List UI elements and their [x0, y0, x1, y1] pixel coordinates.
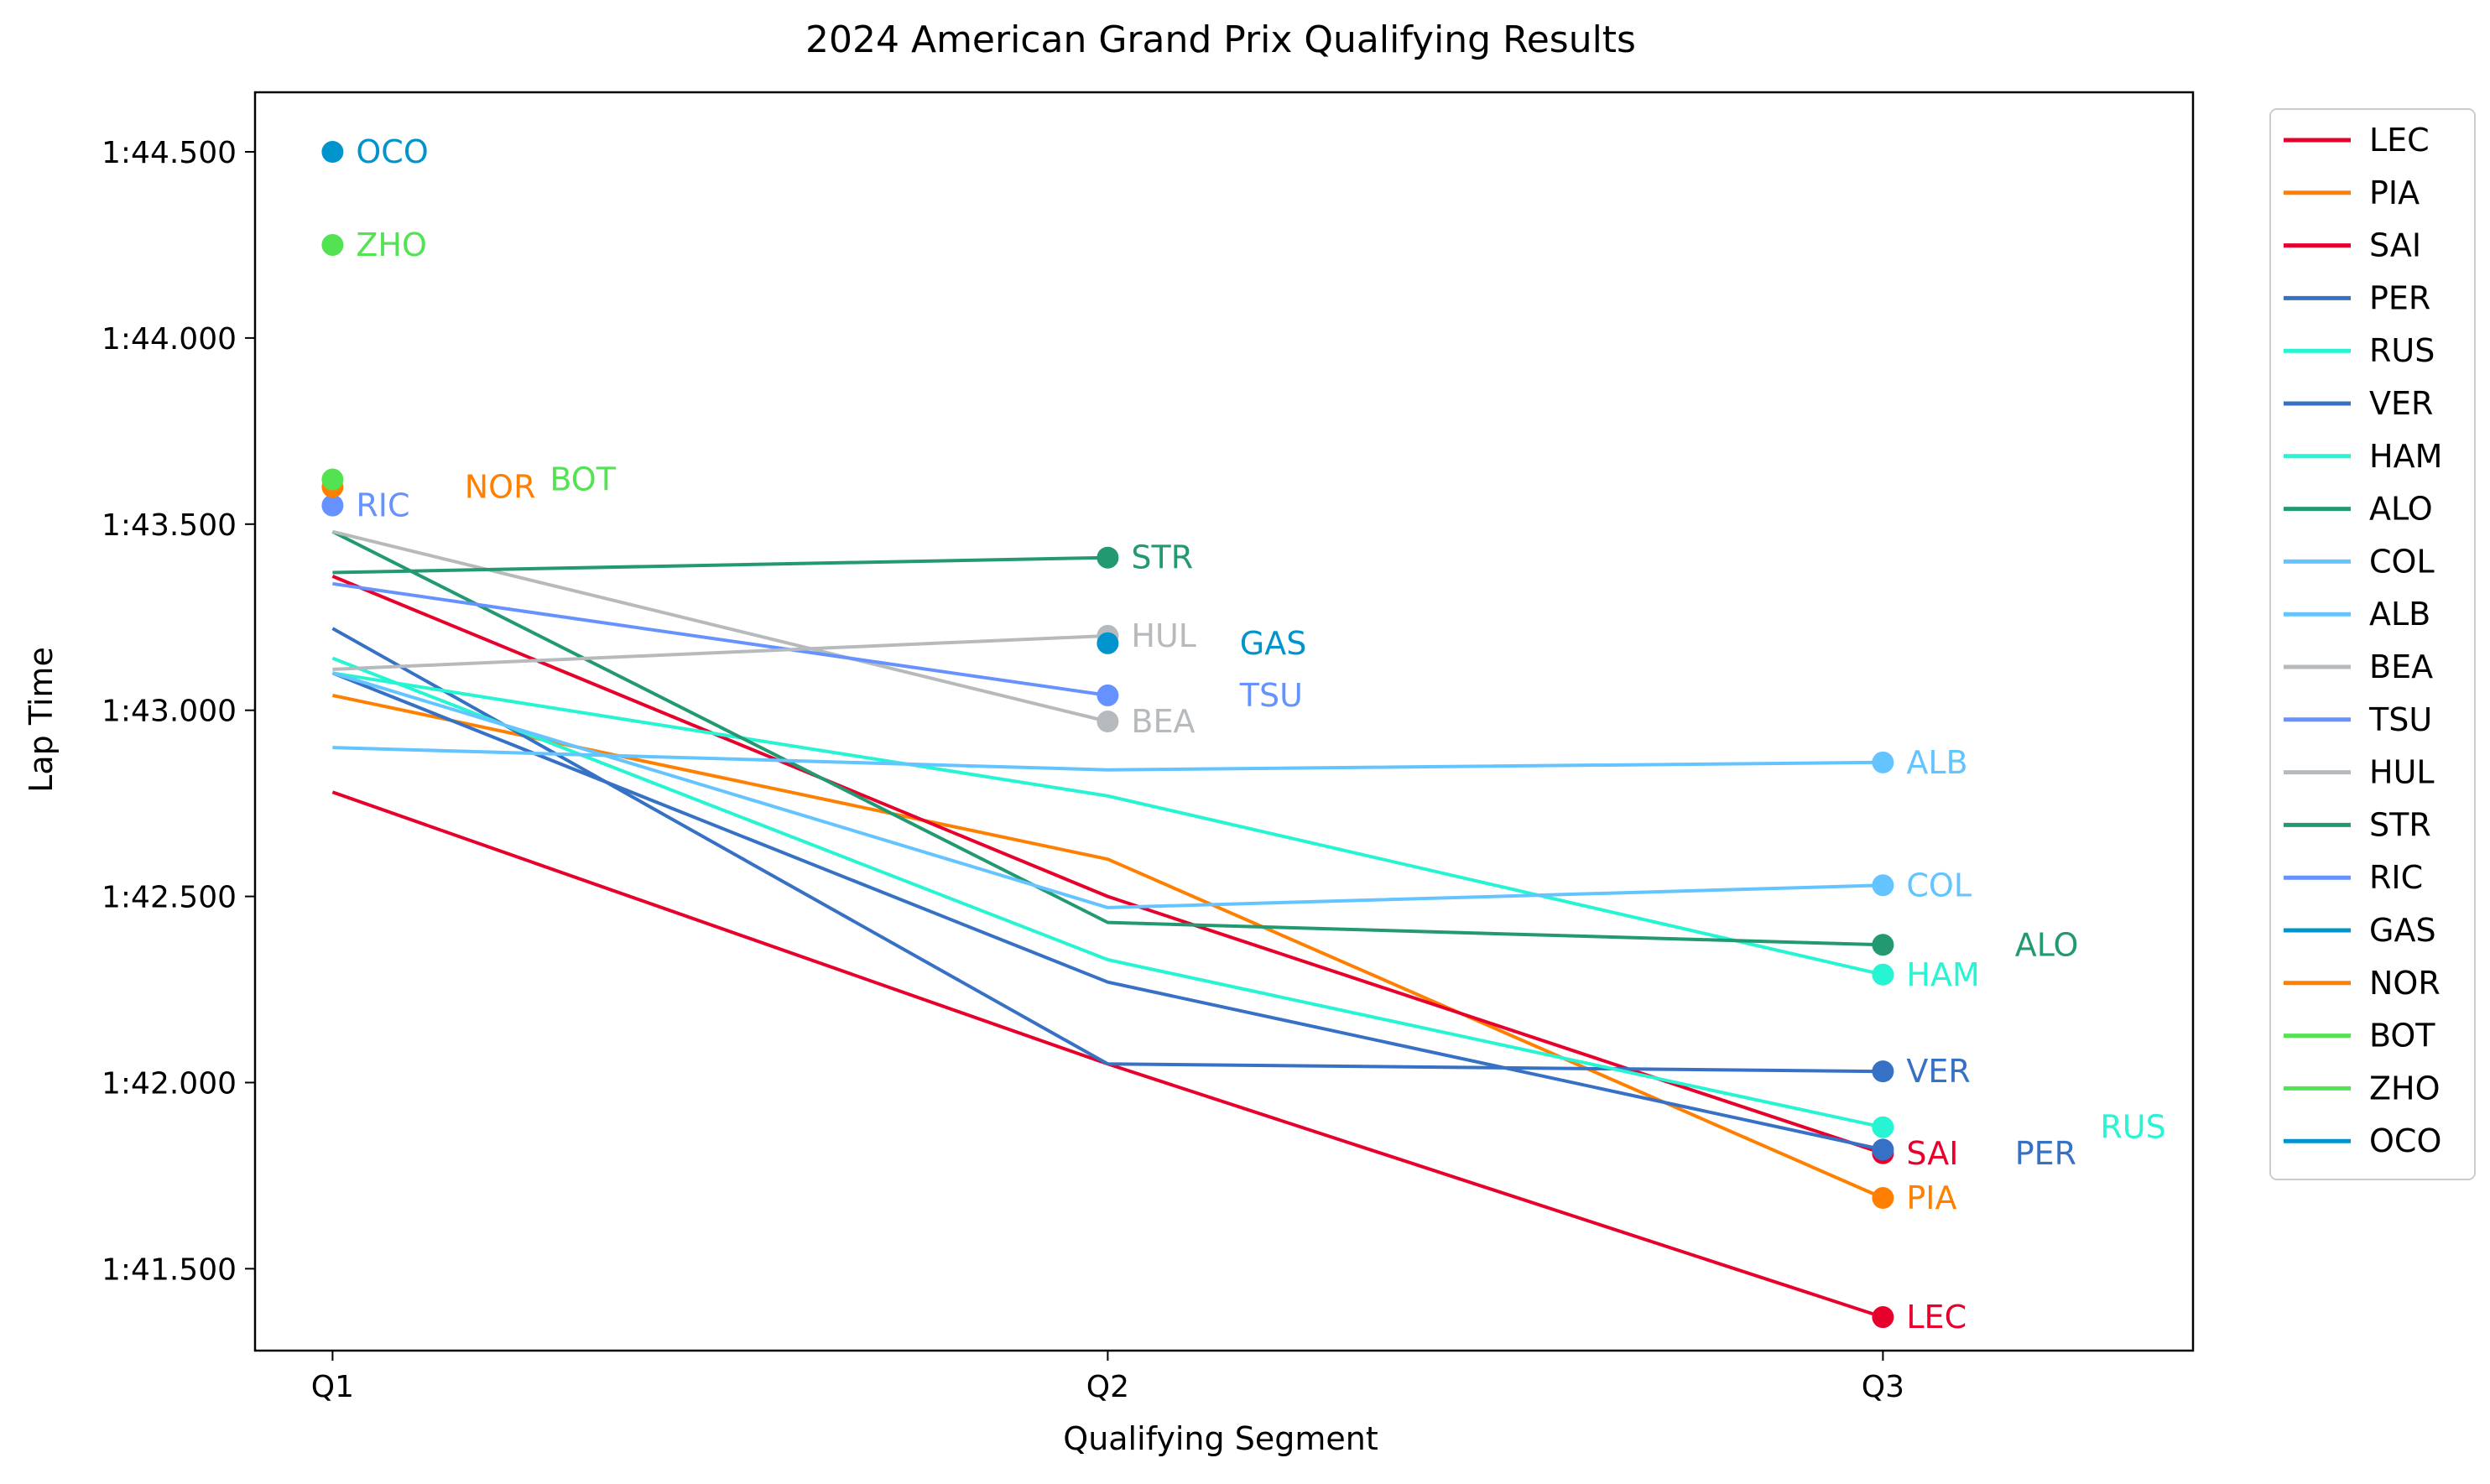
legend-label-alo: ALO [2369, 491, 2433, 528]
legend-label-rus: RUS [2369, 332, 2435, 369]
series-marker-bot [321, 468, 344, 491]
series-label-lec: LEC [1906, 1299, 1966, 1336]
legend-label-bot: BOT [2369, 1018, 2435, 1054]
legend-label-tsu: TSU [2368, 701, 2432, 738]
legend-label-ric: RIC [2369, 859, 2423, 896]
legend-label-ver: VER [2369, 385, 2433, 422]
series-label-hul: HUL [1131, 617, 1196, 654]
x-tick-label: Q2 [1086, 1370, 1129, 1404]
series-line-hul [332, 633, 1108, 671]
legend-label-gas: GAS [2369, 912, 2436, 949]
series-label-bot: BOT [550, 461, 616, 498]
series-label-str: STR [1131, 539, 1193, 576]
legend-label-bea: BEA [2369, 648, 2433, 685]
series-marker-pia [1872, 1187, 1894, 1210]
series-label-zho: ZHO [356, 227, 427, 263]
series-line-ver [331, 671, 1883, 1152]
series-line-str [332, 555, 1108, 575]
series-label-sai: SAI [1906, 1135, 1958, 1172]
legend-label-ham: HAM [2369, 438, 2442, 475]
series-label-rus: RUS [2100, 1109, 2165, 1146]
series-label-per: PER [2015, 1135, 2076, 1172]
legend-label-zho: ZHO [2369, 1070, 2441, 1106]
chart-title: 2024 American Grand Prix Qualifying Resu… [805, 18, 1636, 61]
series-marker-tsu [1097, 684, 1119, 706]
legend-label-sai: SAI [2369, 227, 2421, 264]
series-line-per [331, 627, 1883, 1074]
series-label-ver: VER [1906, 1053, 1970, 1090]
legend-label-pia: PIA [2369, 174, 2420, 211]
legend-label-col: COL [2369, 543, 2435, 580]
series-label-bea: BEA [1131, 703, 1195, 740]
y-tick-label: 1:43.500 [102, 508, 237, 543]
series-marker-gas [1097, 632, 1119, 654]
legend-box [2269, 108, 2476, 1180]
legend-label-per: PER [2369, 279, 2430, 316]
series-marker-per [1872, 1060, 1894, 1083]
y-axis-ticks: 1:41.500 1:42.000 1:42.500 1:43.000 1:43.500… [102, 136, 255, 1287]
series-marker-ver [1872, 1138, 1894, 1161]
series-line-ham [332, 671, 1883, 976]
series-label-tsu: TSU [1239, 677, 1303, 714]
series-marker-oco [321, 141, 344, 164]
x-axis-label: Qualifying Segment [1063, 1420, 1378, 1457]
series-line-col [331, 671, 1883, 909]
series-label-alo: ALO [2015, 926, 2079, 963]
legend-label-alb: ALB [2369, 596, 2430, 633]
legend: LEC PIA SAI PER RUS VER HAM ALO COL ALB BEA TSU HUL S… [2269, 108, 2476, 1180]
legend-label-str: STR [2369, 806, 2431, 843]
series-line-alb [332, 746, 1883, 772]
y-axis-label: Lap Time [23, 647, 60, 793]
x-tick-label: Q1 [311, 1370, 354, 1404]
series-marker-alo [1872, 934, 1894, 956]
series-line-rus [331, 656, 1883, 1129]
series-marker-col [1872, 874, 1894, 897]
y-tick-label: 1:44.500 [102, 136, 237, 170]
series-marker-zho [321, 233, 344, 256]
series-label-col: COL [1906, 867, 1972, 903]
series-marker-bea [1097, 711, 1119, 732]
series-marker-rus [1872, 1116, 1894, 1138]
y-tick-label: 1:42.500 [102, 881, 237, 915]
series-marker-lec [1872, 1306, 1894, 1329]
plot-markers [321, 141, 1894, 1329]
plot-frame [253, 91, 2195, 1352]
series-marker-ric [321, 494, 344, 517]
series-label-oco: OCO [356, 133, 428, 170]
legend-label-oco: OCO [2369, 1122, 2441, 1159]
legend-label-lec: LEC [2369, 122, 2430, 159]
x-tick-label: Q3 [1862, 1370, 1904, 1404]
series-label-ric: RIC [356, 487, 409, 524]
series-label-nor: NOR [465, 468, 536, 505]
series-label-gas: GAS [1240, 625, 1307, 662]
y-tick-label: 1:43.000 [102, 695, 237, 729]
plot-lines [331, 529, 1884, 1320]
y-tick-label: 1:41.500 [102, 1252, 237, 1287]
series-line-alo [331, 529, 1883, 947]
series-label-ham: HAM [1906, 956, 1979, 993]
x-axis-ticks: Q1 Q2 Q3 [311, 1351, 1904, 1404]
series-marker-ham [1872, 963, 1894, 986]
series-marker-str [1097, 546, 1119, 569]
series-marker-alb [1872, 751, 1894, 773]
y-tick-label: 1:44.000 [102, 322, 237, 357]
series-line-tsu [332, 581, 1108, 697]
plot-labels: LEC PIA SAI PER RUS VER HAM ALO COL ALB BEA TSU HUL S… [356, 133, 2165, 1336]
series-label-alb: ALB [1906, 744, 1967, 781]
y-tick-label: 1:42.000 [102, 1066, 237, 1101]
series-line-bea [331, 529, 1108, 723]
legend-label-nor: NOR [2369, 965, 2441, 1002]
legend-label-hul: HUL [2369, 754, 2435, 791]
series-label-pia: PIA [1906, 1179, 1956, 1216]
